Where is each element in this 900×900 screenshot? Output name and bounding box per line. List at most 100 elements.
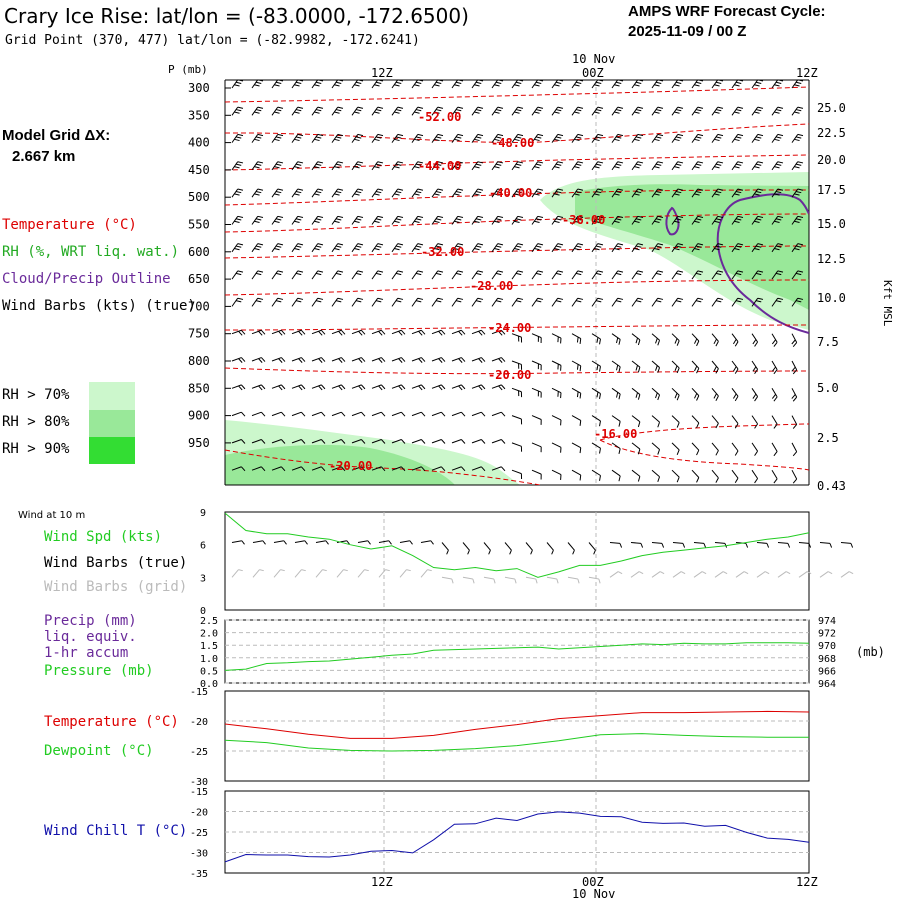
wind-barb-true	[546, 542, 554, 555]
contour-40	[225, 189, 809, 206]
wind-barb	[731, 188, 744, 198]
wind-barb	[271, 79, 284, 89]
wind-barb	[391, 329, 406, 336]
wind-barb	[591, 469, 601, 481]
wind-barb	[771, 415, 778, 429]
wind-barb	[631, 442, 641, 455]
contour-16	[599, 423, 809, 441]
pressure-tick-label: 450	[188, 163, 210, 177]
wind-barb	[531, 133, 544, 143]
wind-barb	[251, 466, 266, 472]
temperature-labels: -52.00 -48.00 -44.00 -40.00 -36.00 -32.0…	[329, 110, 637, 473]
wind-barb	[591, 333, 601, 345]
wind-barb	[751, 415, 759, 429]
wind-barb	[551, 161, 564, 171]
wind-barb	[711, 133, 724, 143]
wind-barb	[731, 161, 744, 171]
wind-ytick-label: 6	[200, 541, 206, 552]
wind-barb	[431, 243, 444, 253]
legend-dewpoint-series: Dewpoint (°C)	[44, 743, 154, 759]
wind-barb	[491, 161, 504, 171]
wind-barb	[471, 329, 486, 336]
temp-ytick-label: -30	[190, 777, 208, 788]
wind-barb	[651, 79, 664, 89]
legend-rh70-swatch	[89, 382, 135, 410]
wind-barb	[451, 79, 464, 89]
wind-barb	[291, 215, 304, 225]
wind-barb	[551, 188, 564, 198]
wind-barb	[251, 297, 264, 307]
wind-barb	[791, 360, 798, 375]
temp-label: -48.00	[491, 136, 534, 150]
wind-barb	[471, 243, 484, 253]
kft-tick-label: 7.5	[817, 335, 839, 349]
legend-rh90-swatch	[89, 437, 135, 464]
wind-barb	[631, 387, 641, 400]
wind-barb	[451, 357, 466, 363]
wind-barb	[451, 215, 464, 225]
wind-ytick-label: 9	[200, 508, 206, 519]
wind-barb	[371, 79, 384, 89]
wind-barb	[591, 188, 604, 198]
forecast-cycle-label: AMPS WRF Forecast Cycle:	[628, 3, 826, 20]
pressure-ytick-label: 964	[818, 679, 836, 690]
wind-barb-grid	[378, 569, 390, 578]
wind-barb	[771, 161, 784, 171]
wind-barb	[371, 329, 386, 336]
wind-barb-true	[378, 540, 392, 545]
wind-barb	[431, 215, 444, 225]
wind-barb-true	[840, 542, 854, 548]
temp-ytick-label: -25	[190, 747, 208, 758]
wind-barb	[351, 270, 364, 280]
wind-barb	[471, 466, 486, 472]
wind-barb	[711, 215, 724, 225]
wind-barb	[251, 243, 264, 253]
legend-rh80-label: RH > 80%	[2, 414, 70, 430]
wind-barb	[531, 297, 544, 307]
wind-barb	[771, 79, 784, 89]
wind-barb	[711, 270, 724, 280]
wind-barb	[611, 333, 621, 345]
wind-barb	[711, 333, 719, 347]
cloud-outline-main	[716, 193, 809, 334]
contour-52	[225, 86, 809, 103]
wind-barb	[311, 357, 326, 363]
wind-barb	[551, 215, 564, 225]
pressure-tick-label: 700	[188, 299, 210, 313]
precip-ytick-label: 1.5	[200, 641, 218, 652]
wind-barb	[631, 243, 644, 253]
wind-barb-grid	[798, 571, 812, 578]
model-grid-label: Model Grid ΔX:	[2, 127, 111, 144]
wind-barb	[591, 270, 604, 280]
wind-barb	[411, 215, 424, 225]
kft-tick-label: 25.0	[817, 101, 846, 115]
wind-barb	[391, 106, 404, 116]
wind-barb	[431, 79, 444, 89]
wind-barb	[511, 79, 524, 89]
wind-barb	[791, 333, 798, 347]
wind-barb	[331, 188, 344, 198]
legend-temperature: Temperature (°C)	[2, 217, 137, 233]
wind-barb	[511, 442, 523, 452]
wind-barb-true	[777, 542, 791, 548]
wind-barb-grid	[567, 576, 580, 584]
wind-barb	[371, 411, 386, 417]
wind-barb	[251, 329, 266, 336]
wind-barb	[771, 442, 778, 457]
legend-rh70-label: RH > 70%	[2, 387, 70, 403]
wind-barb	[751, 133, 764, 143]
wind-barb	[451, 270, 464, 280]
wind-barb	[531, 215, 544, 225]
wind-barb-true	[294, 540, 308, 545]
wind-barb	[571, 133, 584, 143]
wind-barb	[351, 243, 364, 253]
wind-barb	[271, 297, 284, 307]
wind-barb	[731, 133, 744, 143]
contour-32	[225, 245, 809, 259]
wind-barb	[311, 133, 324, 143]
wind-barb	[571, 270, 584, 280]
wind-barb	[391, 188, 404, 198]
windchill-panel-gridlines	[225, 811, 809, 853]
wind-barbs-true	[231, 540, 854, 555]
wind-barb	[771, 215, 784, 225]
